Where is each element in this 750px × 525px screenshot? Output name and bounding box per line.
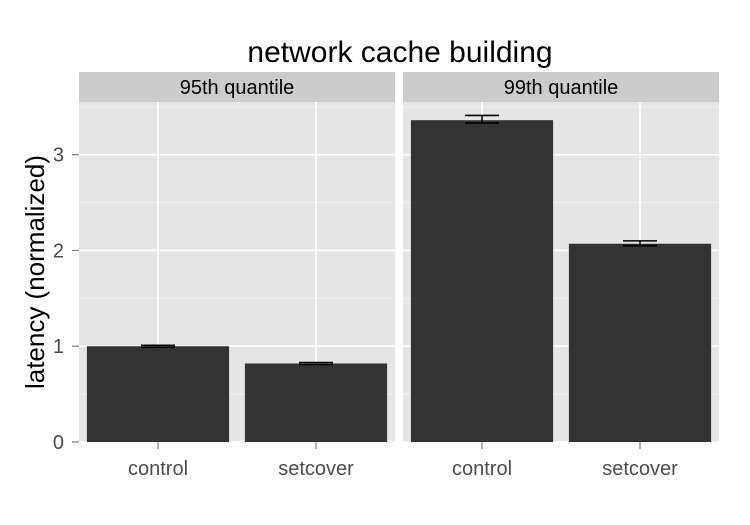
facet-strip [79, 72, 395, 102]
bar-setcover [244, 363, 388, 442]
x-tick-label: control [128, 458, 188, 480]
y-tick-label: 0 [53, 432, 64, 454]
bar-control [410, 120, 554, 443]
y-tick-label: 3 [53, 145, 64, 167]
y-tick-label: 1 [53, 336, 64, 358]
facet-strip [403, 72, 719, 102]
bar-control [86, 346, 230, 442]
chart-title: network cache building [247, 36, 552, 69]
facet-panels: 0 1 2 3 95th quantile control setcover 99th qua… [53, 72, 719, 480]
facet-strip-label: 99th quantile [504, 77, 619, 99]
facet-strip-label: 95th quantile [180, 77, 295, 99]
y-tick-label: 2 [53, 240, 64, 262]
x-tick-label: setcover [602, 458, 678, 480]
x-tick-label: setcover [278, 458, 354, 480]
x-tick-label: control [452, 458, 512, 480]
y-axis-title: latency (normalized) [20, 155, 50, 389]
bar-setcover [568, 243, 712, 442]
